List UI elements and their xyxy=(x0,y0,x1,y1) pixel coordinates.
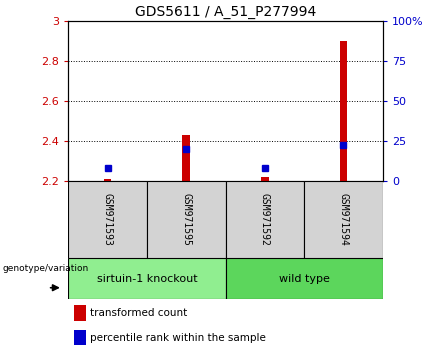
Bar xyxy=(103,178,111,181)
Bar xyxy=(226,258,383,299)
Bar xyxy=(226,181,304,258)
Bar xyxy=(68,181,147,258)
Bar xyxy=(304,181,383,258)
Title: GDS5611 / A_51_P277994: GDS5611 / A_51_P277994 xyxy=(135,5,316,19)
Text: GSM971594: GSM971594 xyxy=(338,193,348,246)
Text: transformed count: transformed count xyxy=(90,308,187,318)
Text: GSM971595: GSM971595 xyxy=(181,193,191,246)
Bar xyxy=(182,135,190,181)
Bar xyxy=(340,41,348,181)
Text: sirtuin-1 knockout: sirtuin-1 knockout xyxy=(96,274,197,284)
Bar xyxy=(74,330,85,346)
Bar xyxy=(68,258,226,299)
Text: percentile rank within the sample: percentile rank within the sample xyxy=(90,333,266,343)
Bar xyxy=(147,181,226,258)
Bar xyxy=(74,305,85,321)
Text: GSM971592: GSM971592 xyxy=(260,193,270,246)
Text: GSM971593: GSM971593 xyxy=(103,193,113,246)
Text: genotype/variation: genotype/variation xyxy=(3,264,89,273)
Text: wild type: wild type xyxy=(279,274,330,284)
Bar xyxy=(261,177,269,181)
